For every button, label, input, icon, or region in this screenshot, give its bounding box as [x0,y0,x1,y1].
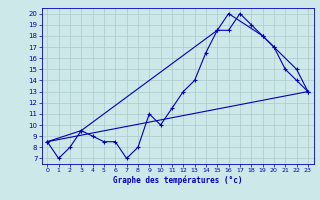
X-axis label: Graphe des températures (°c): Graphe des températures (°c) [113,176,242,185]
